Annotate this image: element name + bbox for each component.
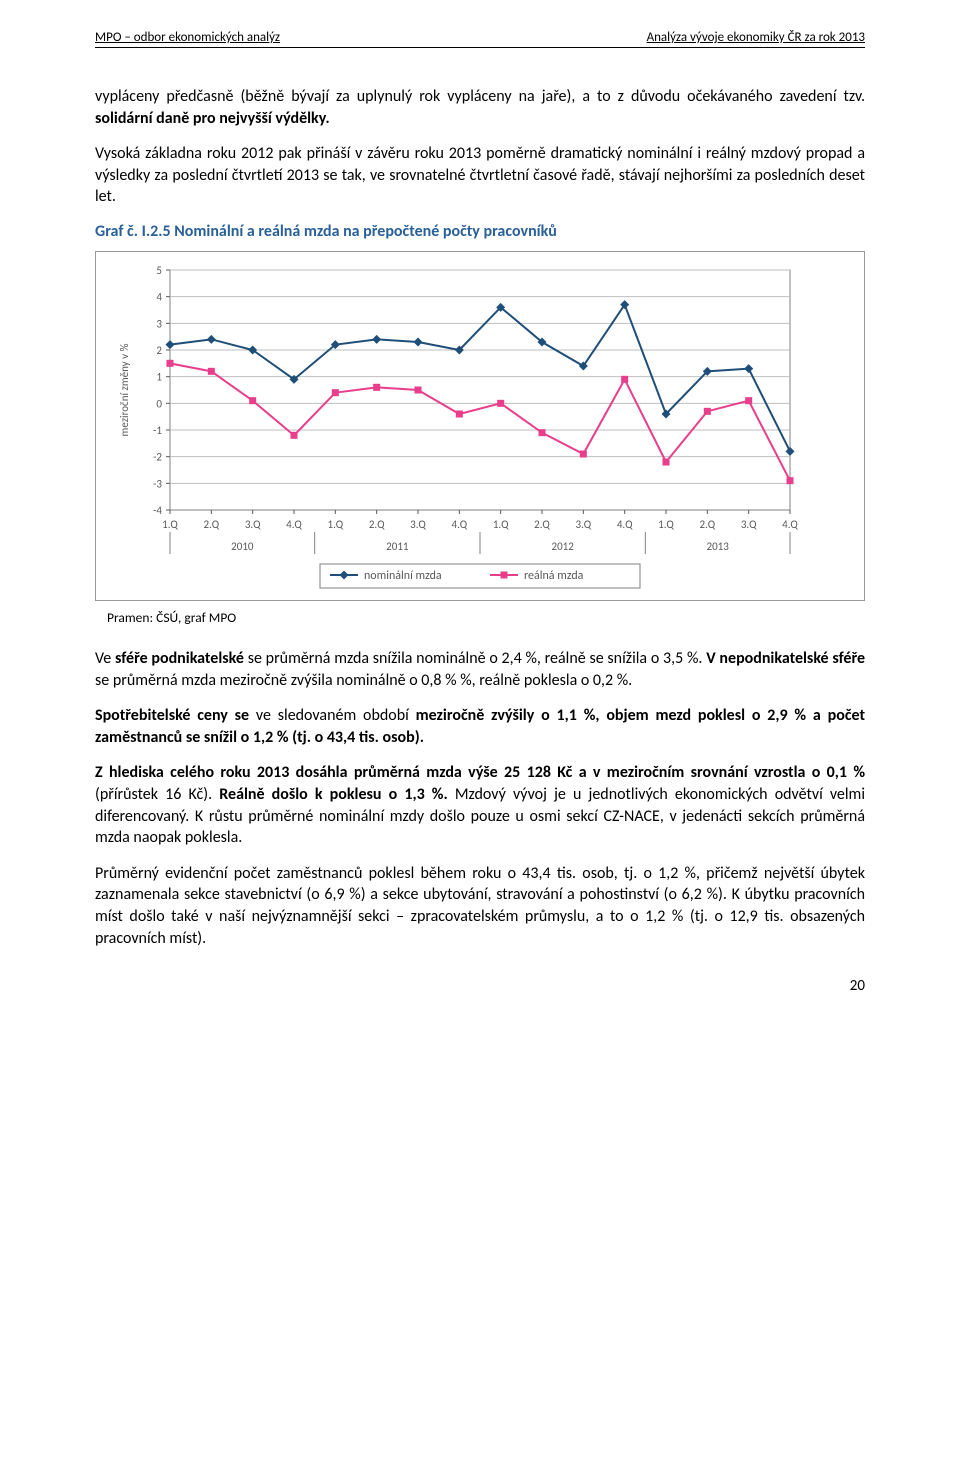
- svg-text:3.Q: 3.Q: [410, 518, 426, 531]
- svg-text:3.Q: 3.Q: [741, 518, 757, 531]
- paragraph-1: vypláceny předčasně (běžně bývají za upl…: [95, 86, 865, 129]
- svg-text:2013: 2013: [707, 540, 730, 553]
- chart-source: Pramen: ČSÚ, graf MPO: [107, 609, 865, 626]
- svg-text:4.Q: 4.Q: [286, 518, 302, 531]
- svg-text:1: 1: [156, 371, 162, 384]
- paragraph-6: Průměrný evidenční počet zaměstnanců pok…: [95, 863, 865, 949]
- svg-text:1.Q: 1.Q: [493, 518, 509, 531]
- svg-text:4.Q: 4.Q: [617, 518, 633, 531]
- svg-text:0: 0: [156, 397, 162, 410]
- svg-text:-3: -3: [153, 477, 162, 490]
- svg-text:4: 4: [156, 291, 162, 304]
- para1-text: vypláceny předčasně (běžně bývají za upl…: [95, 87, 865, 106]
- paragraph-4: Spotřebitelské ceny se ve sledovaném obd…: [95, 705, 865, 748]
- svg-text:1.Q: 1.Q: [162, 518, 178, 531]
- svg-text:-4: -4: [153, 504, 162, 517]
- svg-text:2011: 2011: [386, 540, 409, 553]
- paragraph-2: Vysoká základna roku 2012 pak přináší v …: [95, 143, 865, 208]
- svg-text:2.Q: 2.Q: [204, 518, 220, 531]
- svg-text:1.Q: 1.Q: [328, 518, 344, 531]
- page-number: 20: [95, 977, 865, 995]
- svg-text:3.Q: 3.Q: [245, 518, 261, 531]
- chart-container: -4 -3 -2 -1 0 1 2 3 4 5 meziroční změny v % 1.Q 2.Q 3…: [95, 251, 865, 601]
- header-right: Analýza vývoje ekonomiky ČR za rok 2013: [647, 30, 865, 45]
- header-rule: [95, 47, 865, 48]
- svg-text:2.Q: 2.Q: [369, 518, 385, 531]
- paragraph-5: Z hlediska celého roku 2013 dosáhla prům…: [95, 762, 865, 848]
- svg-text:2010: 2010: [231, 540, 254, 553]
- paragraph-3: Ve sféře podnikatelské se průměrná mzda …: [95, 648, 865, 691]
- svg-text:-1: -1: [153, 424, 162, 437]
- svg-text:reálná mzda: reálná mzda: [524, 569, 584, 583]
- header-left: MPO – odbor ekonomických analýz: [95, 30, 280, 45]
- wage-chart: -4 -3 -2 -1 0 1 2 3 4 5 meziroční změny v % 1.Q 2.Q 3…: [110, 262, 810, 592]
- svg-text:2012: 2012: [552, 540, 575, 553]
- svg-text:meziroční změny v %: meziroční změny v %: [118, 343, 131, 436]
- svg-text:nominální mzda: nominální mzda: [364, 569, 442, 583]
- svg-text:-2: -2: [153, 451, 162, 464]
- svg-text:2.Q: 2.Q: [534, 518, 550, 531]
- svg-text:1.Q: 1.Q: [658, 518, 674, 531]
- svg-text:3.Q: 3.Q: [576, 518, 592, 531]
- svg-text:4.Q: 4.Q: [452, 518, 468, 531]
- chart-title: Graf č. I.2.5 Nominální a reálná mzda na…: [95, 222, 865, 241]
- para1-bold: solidární daně pro nejvyšší výdělky.: [95, 109, 330, 128]
- svg-text:3: 3: [156, 317, 162, 330]
- svg-text:2.Q: 2.Q: [700, 518, 716, 531]
- svg-text:2: 2: [156, 344, 162, 357]
- svg-text:5: 5: [156, 264, 162, 277]
- svg-text:4.Q: 4.Q: [782, 518, 798, 531]
